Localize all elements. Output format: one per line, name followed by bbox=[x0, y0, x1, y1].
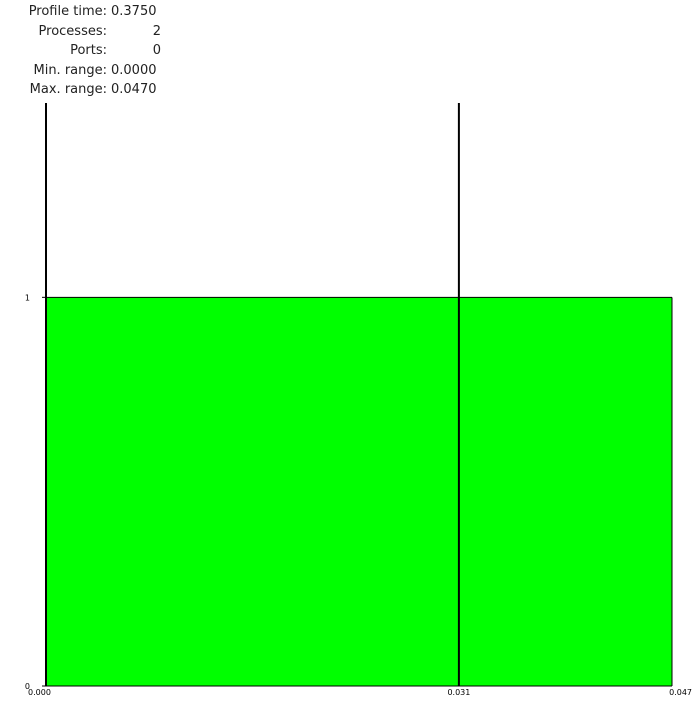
min-range-label: Min. range: bbox=[33, 62, 107, 78]
processes-label: Processes: bbox=[38, 23, 107, 39]
min-range-value: 0.0000 bbox=[111, 62, 157, 78]
max-range-label: Max. range: bbox=[29, 82, 107, 97]
x-tick-label-1: 0.031 bbox=[447, 688, 470, 697]
y-tick-label-0: 0 bbox=[25, 682, 30, 691]
max-range-value: 0.0470 bbox=[111, 82, 157, 97]
ports-row: Ports: 0 bbox=[0, 43, 170, 63]
profile-time-row: Profile time: 0.3750 bbox=[0, 4, 170, 24]
max-range-row: Max. range: 0.0470 bbox=[0, 82, 170, 102]
x-tick-label-0: 0.000 bbox=[28, 688, 51, 697]
ports-value: 0 bbox=[152, 43, 161, 58]
series-fill-0 bbox=[46, 297, 672, 686]
processes-row: Processes: 2 bbox=[0, 24, 170, 44]
processes-value: 2 bbox=[152, 23, 161, 39]
min-range-row: Min. range: 0.0000 bbox=[0, 63, 170, 83]
y-tick-label-1: 1 bbox=[25, 293, 30, 302]
profile-time-label: Profile time: bbox=[28, 4, 107, 19]
profile-info-panel: Profile time: 0.3750 Processes: 2 Ports:… bbox=[0, 4, 170, 102]
profile-time-value: 0.3750 bbox=[111, 4, 157, 19]
x-tick-label-2: 0.047 bbox=[669, 688, 692, 697]
ports-label: Ports: bbox=[70, 43, 107, 58]
